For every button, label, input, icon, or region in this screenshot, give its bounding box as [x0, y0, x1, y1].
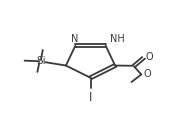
Text: I: I — [89, 91, 92, 104]
Text: NH: NH — [110, 34, 124, 44]
Text: O: O — [146, 52, 153, 62]
Text: O: O — [143, 70, 151, 80]
Text: N: N — [71, 34, 78, 43]
Text: Si: Si — [36, 56, 46, 66]
